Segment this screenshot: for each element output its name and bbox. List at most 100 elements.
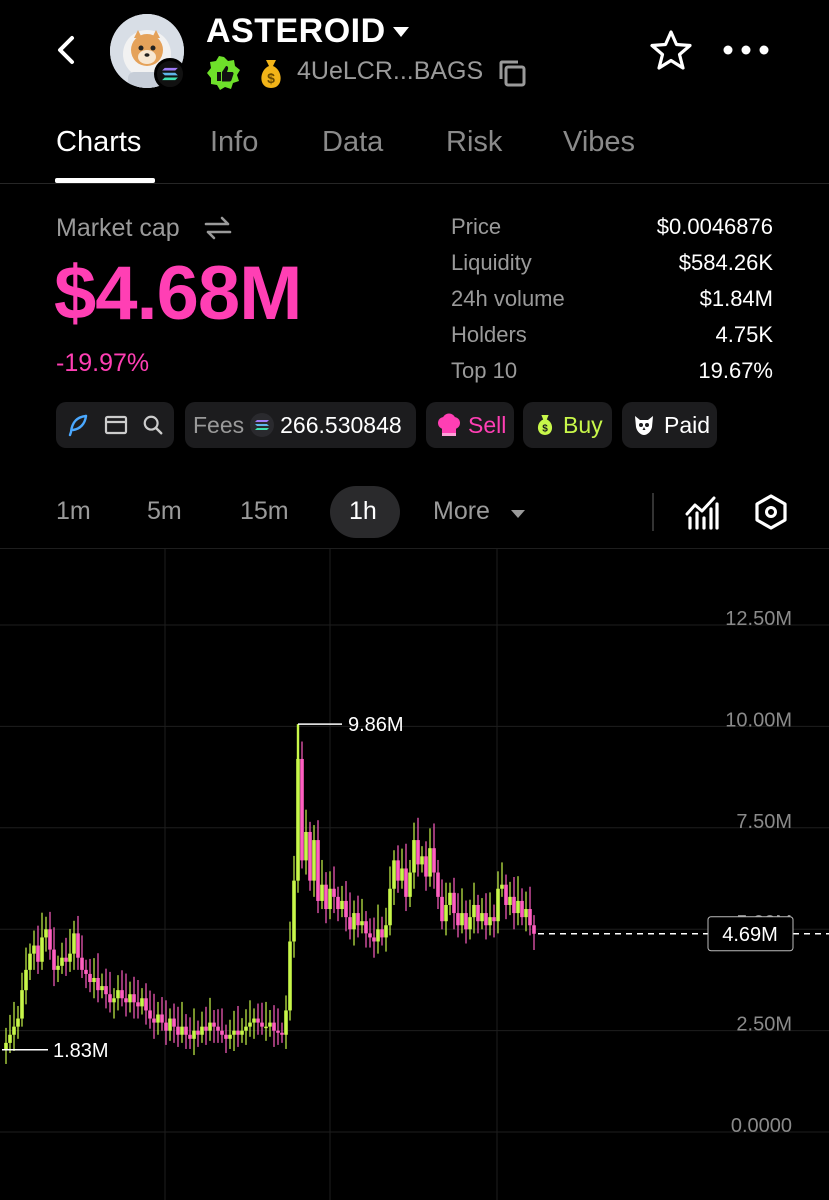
timeframe-15m[interactable]: 15m	[240, 497, 289, 525]
search-icon[interactable]	[142, 414, 164, 436]
candle-body	[280, 1032, 284, 1035]
candle-body	[292, 880, 296, 942]
stat-row-top10: Top 10 19.67%	[451, 354, 773, 390]
stat-value: $1.84M	[699, 286, 773, 311]
candle-body	[112, 998, 116, 1003]
token-avatar	[110, 14, 184, 88]
candle-body	[444, 904, 448, 922]
contract-address[interactable]: 4UeLCR...BAGS	[297, 57, 484, 85]
back-arrow-icon[interactable]	[46, 30, 86, 70]
candle-body	[116, 990, 120, 999]
settings-hexagon-icon[interactable]	[752, 493, 790, 531]
candle-body	[240, 1030, 244, 1035]
more-options-icon[interactable]	[720, 40, 772, 60]
owl-icon	[635, 416, 653, 435]
svg-text:$: $	[542, 423, 548, 434]
candle-body	[40, 937, 44, 962]
candle-body	[508, 896, 512, 905]
candle-body	[180, 1026, 184, 1035]
candle-body	[44, 929, 48, 938]
fees-pill[interactable]: Fees 266.530848	[185, 402, 416, 448]
star-icon[interactable]	[648, 28, 694, 74]
candle-body	[376, 929, 380, 942]
timeframe-5m[interactable]: 5m	[147, 497, 182, 525]
candle-body	[244, 1026, 248, 1031]
price-chart[interactable]: 12.50M10.00M7.50M5.00M2.50M0.00009.86M1.…	[0, 548, 829, 1200]
candle-body	[84, 969, 88, 974]
tab-vibes[interactable]: Vibes	[563, 126, 636, 158]
candle-body	[284, 1010, 288, 1035]
feather-icon[interactable]	[66, 413, 90, 437]
current-price-box	[707, 916, 794, 952]
paid-button[interactable]: Paid	[622, 402, 717, 448]
stat-label: Holders	[451, 322, 527, 347]
timeframe-1h[interactable]: 1h	[349, 497, 377, 525]
candle-body	[300, 758, 304, 861]
candle-body	[156, 1014, 160, 1023]
copy-icon[interactable]	[497, 58, 527, 88]
candle-body	[32, 945, 36, 954]
candle-body	[160, 1014, 164, 1023]
candle-body	[60, 957, 64, 966]
chevron-down-icon[interactable]	[392, 26, 410, 38]
tab-charts[interactable]: Charts	[56, 126, 142, 158]
indicator-chart-icon[interactable]	[684, 494, 720, 530]
candle-body	[168, 1018, 172, 1031]
candle-body	[56, 965, 60, 970]
candle-body	[480, 913, 484, 922]
timeframe-1m[interactable]: 1m	[56, 497, 91, 525]
candle-body	[252, 1018, 256, 1023]
buy-button[interactable]: $ Buy	[523, 402, 612, 448]
candle-body	[320, 884, 324, 901]
candle-body	[220, 1030, 224, 1035]
candle-body	[96, 977, 100, 991]
candle-body	[428, 848, 432, 877]
candle-body	[8, 1034, 12, 1043]
tab-bar: Charts Info Data Risk Vibes	[0, 108, 829, 184]
stat-value: $0.0046876	[656, 214, 773, 239]
fees-label: Fees	[193, 411, 245, 438]
candle-body	[236, 1030, 240, 1035]
candlestick-chart-svg[interactable]: 12.50M10.00M7.50M5.00M2.50M0.00009.86M1.…	[0, 549, 829, 1200]
candle-body	[368, 933, 372, 938]
y-tick-label: 7.50M	[736, 811, 792, 833]
candle-body	[232, 1030, 236, 1035]
sell-button[interactable]: Sell	[426, 402, 514, 448]
candle-body	[456, 913, 460, 926]
candle-body	[360, 921, 364, 926]
swap-icon[interactable]	[204, 216, 232, 240]
tab-info[interactable]: Info	[210, 126, 259, 158]
candle-body	[196, 1030, 200, 1035]
candle-body	[532, 925, 536, 934]
stat-label: Liquidity	[451, 250, 532, 275]
paid-label: Paid	[664, 411, 711, 438]
toolbar-divider	[652, 493, 654, 531]
token-name[interactable]: ASTEROID	[206, 12, 386, 50]
candle-body	[264, 1026, 268, 1029]
candle-body	[384, 925, 388, 938]
candle-body	[352, 913, 356, 930]
chevron-down-icon[interactable]	[510, 509, 526, 519]
candle-body	[472, 904, 476, 918]
candle-body	[420, 856, 424, 865]
stat-label: Price	[451, 214, 502, 239]
market-cap-change: -19.97%	[56, 349, 150, 377]
tab-data[interactable]: Data	[322, 126, 384, 158]
candle-body	[476, 904, 480, 922]
stat-row-price: Price $0.0046876	[451, 210, 773, 246]
candle-body	[88, 973, 92, 983]
candle-body	[496, 888, 500, 922]
candle-body	[380, 929, 384, 938]
tab-risk[interactable]: Risk	[446, 126, 503, 158]
candle-body	[340, 900, 344, 910]
candle-body	[364, 921, 368, 934]
candle-body	[68, 953, 72, 962]
candle-body	[404, 868, 408, 897]
candle-body	[400, 868, 404, 881]
candle-body	[332, 888, 336, 897]
candle-body	[28, 953, 32, 970]
candle-body	[328, 888, 332, 910]
candle-body	[356, 913, 360, 926]
browser-window-icon[interactable]	[104, 413, 128, 437]
timeframe-more[interactable]: More	[433, 497, 490, 525]
